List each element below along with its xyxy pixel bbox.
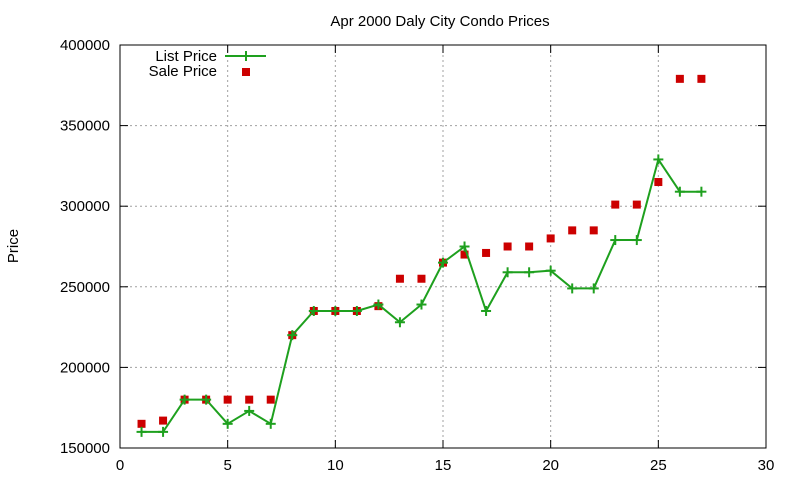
series-sale-price [137, 74, 706, 428]
list-price-point [244, 405, 255, 416]
list-price-point [265, 418, 276, 429]
legend-marker-sale-price [242, 68, 250, 76]
sale-price-point [611, 200, 620, 209]
x-tick-label: 0 [116, 457, 124, 474]
list-price-point [308, 305, 319, 316]
list-price-point [222, 418, 233, 429]
list-price-point [545, 265, 556, 276]
sale-price-point [482, 248, 491, 257]
legend: List Price Sale Price [149, 48, 266, 80]
list-price-point [438, 257, 448, 268]
list-price-point [631, 235, 642, 246]
sale-price-point [654, 178, 663, 187]
x-tick-label: 30 [758, 457, 775, 474]
x-tick-label: 10 [327, 457, 344, 474]
y-tick-label: 300000 [60, 198, 110, 215]
legend-marker-list-price [241, 51, 251, 61]
axis-ticks: 150000 200000 250000 300000 350000 400000 0 5 10… [60, 37, 774, 474]
sale-price-point [697, 74, 706, 83]
list-price-point [373, 299, 384, 310]
list-price-point [524, 267, 535, 278]
sale-price-point [632, 200, 641, 209]
list-price-point [416, 299, 427, 310]
legend-label-list-price: List Price [155, 48, 217, 65]
sale-price-point [568, 226, 577, 235]
list-price-point [394, 317, 405, 328]
list-price-point [567, 283, 578, 294]
series-list-price [136, 154, 707, 437]
list-price-line [141, 158, 702, 433]
y-tick-label: 350000 [60, 118, 110, 135]
x-tick-label: 15 [435, 457, 452, 474]
sale-price-point [460, 250, 469, 259]
list-price-point [653, 154, 664, 165]
sale-price-point [223, 395, 232, 404]
sale-price-point [589, 226, 598, 235]
list-price-point [502, 267, 513, 278]
sale-price-point [503, 242, 512, 251]
list-price-point [696, 186, 707, 197]
list-price-point [330, 305, 341, 316]
x-tick-label: 20 [542, 457, 559, 474]
sale-price-point [137, 419, 146, 428]
list-price-point [201, 394, 212, 405]
list-price-point [351, 305, 362, 316]
sale-price-point [417, 274, 426, 283]
sale-price-point [245, 395, 254, 404]
sale-price-point [675, 74, 684, 83]
list-price-point [674, 186, 685, 197]
y-tick-label: 250000 [60, 279, 110, 296]
list-price-point [588, 283, 599, 294]
list-price-point [459, 241, 470, 252]
y-tick-label: 400000 [60, 37, 110, 54]
list-price-point [481, 305, 492, 316]
series-layer [136, 74, 707, 437]
grid-lines [120, 45, 766, 448]
y-axis-label: Price [5, 229, 22, 263]
list-price-point [179, 394, 190, 405]
list-price-point [610, 235, 621, 246]
x-tick-label: 25 [650, 457, 667, 474]
x-tick-label: 5 [223, 457, 231, 474]
list-price-point [287, 330, 298, 341]
list-price-point [158, 426, 169, 437]
list-price-point [136, 426, 147, 437]
sale-price-point [395, 274, 404, 283]
y-tick-label: 150000 [60, 440, 110, 457]
sale-price-point [525, 242, 534, 251]
legend-label-sale-price: Sale Price [149, 63, 217, 80]
y-tick-label: 200000 [60, 359, 110, 376]
chart-title: Apr 2000 Daly City Condo Prices [330, 13, 549, 30]
sale-price-point [266, 395, 275, 404]
sale-price-point [546, 234, 555, 243]
sale-price-point [159, 416, 168, 425]
